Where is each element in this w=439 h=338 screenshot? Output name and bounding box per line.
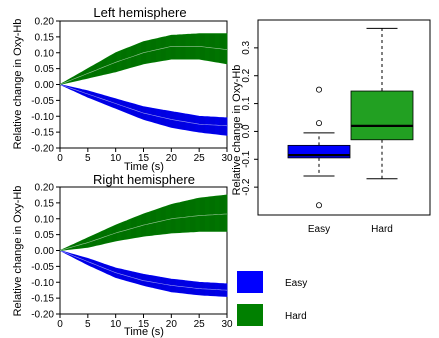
left-ytick-label: 0.20 [35,17,55,28]
right-panel-ylabel: Relative change in Oxy-Hb [12,186,24,317]
right-ytick-label: 0.15 [35,198,55,209]
legend-swatch-hard [237,304,263,326]
right-panel-plot: 0.20 0.15 0.10 0.05 0.00 -0.05 -0.10 -0.15 -0.20… [31,183,233,331]
box-easy-outlier [315,120,322,127]
left-xtick-label: 30 [221,153,233,164]
left-xtick-label: 15 [138,153,150,164]
boxplot-ytick-label: -0.2 [241,178,252,196]
right-xtick-label: 25 [194,319,206,330]
right-hemisphere-panel: Right hemisphere Relative change in Oxy-… [12,172,233,338]
boxplot-ytick-label: 0.2 [241,68,252,82]
boxplot-category-hard: Hard [371,224,393,235]
right-mean-line-easy [59,250,228,291]
left-ytick-label: -0.10 [31,112,54,123]
right-ytick-label: -0.20 [31,310,54,321]
right-mean-line-hard [59,213,228,251]
left-ytick-label: 0.05 [35,64,55,75]
left-panel-plot: 0.20 0.15 0.10 0.05 0.00 -0.05 -0.10 -0.15 -0.20… [31,17,233,165]
legend: Easy Hard [237,271,307,326]
right-ytick-label: 0.00 [35,246,55,257]
left-ytick-label: 0.10 [35,48,55,59]
right-xtick-label: 15 [138,319,150,330]
left-panel-ylabel: Relative change in Oxy-Hb [12,19,24,150]
left-xtick-label: 0 [57,153,63,164]
box-easy-outlier [315,86,322,93]
right-xtick-label: 5 [85,319,91,330]
legend-swatch-easy [237,271,263,293]
right-panel-title: Right hemisphere [93,172,195,187]
boxplot-ylabel: Relative change in Oxy-Hb [231,65,243,196]
left-series-hard [59,33,228,85]
left-ytick-label: -0.05 [31,96,54,107]
left-panel-xlabel: Time (s) [124,161,164,173]
left-ytick-label: -0.20 [31,144,54,155]
box-hard-body [350,90,414,141]
right-xtick-label: 20 [166,319,178,330]
right-ytick-label: 0.20 [35,183,55,194]
boxplot-frame [257,19,431,216]
box-easy-outlier [315,202,322,209]
right-xtick-label: 0 [57,319,63,330]
left-ytick-label: 0.15 [35,32,55,43]
right-series-easy [59,250,228,297]
left-xtick-label: 20 [166,153,178,164]
right-ytick-label: 0.05 [35,230,55,241]
left-xtick-label: 25 [194,153,206,164]
boxplot-plot: 0.3 0.2 0.1 0.0 -0.1 -0.2 Easy Hard [241,19,431,235]
left-band-easy [59,84,228,136]
right-ytick-label: -0.05 [31,262,54,273]
boxplot-panel: Relative change in Oxy-Hb 0.3 0.2 0.1 0.0 -0… [231,19,431,235]
left-hemisphere-panel: Left hemisphere Relative change in Oxy-H… [12,5,233,173]
left-xtick-label: 10 [110,153,122,164]
right-ytick-label: -0.15 [31,294,54,305]
left-ytick-label: 0.00 [35,80,55,91]
boxplot-ytick-label: 0.0 [241,124,252,138]
left-panel-title: Left hemisphere [93,5,186,20]
right-series-hard [59,194,228,251]
right-xtick-label: 10 [110,319,122,330]
right-ytick-label: 0.10 [35,214,55,225]
boxplot-category-easy: Easy [308,224,330,235]
boxplot-ytick-label: 0.3 [241,40,252,54]
right-ytick-label: -0.10 [31,278,54,289]
left-xtick-label: 5 [85,153,91,164]
left-ytick-label: -0.15 [31,128,54,139]
left-series-easy [59,84,228,136]
left-mean-line-hard [59,46,228,85]
right-panel-xlabel: Time (s) [124,326,164,338]
boxplot-ytick-label: 0.1 [241,96,252,110]
boxplot-ytick-label: -0.1 [241,150,252,168]
right-band-easy [59,250,228,297]
box-hard [350,27,414,180]
legend-label-hard: Hard [285,311,307,322]
left-mean-line-easy [59,84,228,127]
right-xtick-label: 30 [221,319,233,330]
right-band-hard [59,194,228,251]
box-easy [287,86,351,209]
legend-label-easy: Easy [285,278,307,289]
